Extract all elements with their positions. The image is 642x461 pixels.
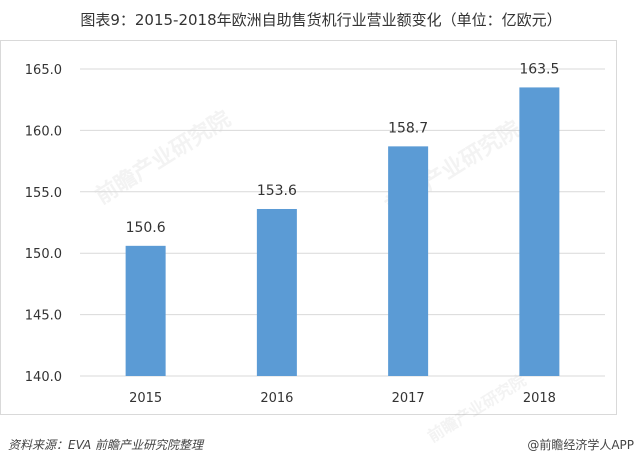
bar	[388, 146, 429, 376]
source-note: 资料来源：EVA 前瞻产业研究院整理	[8, 438, 204, 452]
bar	[519, 87, 560, 377]
chart-frame	[0, 40, 617, 415]
bar	[125, 245, 166, 376]
x-tick-label: 2018	[523, 391, 556, 406]
data-label: 153.6	[257, 183, 297, 199]
y-tick-label: 155.0	[25, 186, 62, 201]
x-tick-label: 2015	[129, 391, 162, 406]
y-tick-label: 145.0	[25, 309, 62, 324]
y-tick-label: 165.0	[25, 63, 62, 78]
y-tick-label: 140.0	[25, 370, 62, 385]
brand-credit: @前瞻经济学人APP	[527, 438, 634, 452]
x-tick-label: 2017	[392, 391, 425, 406]
data-label: 163.5	[519, 61, 559, 77]
y-tick-label: 160.0	[25, 124, 62, 139]
data-label: 158.7	[388, 120, 428, 136]
chart-title: 图表9：2015-2018年欧洲自助售货机行业营业额变化（单位：亿欧元）	[80, 11, 562, 29]
data-label: 150.6	[126, 220, 166, 236]
bar-chart: 140.0 145.0 150.0 155.0 160.0 165.0 150.6 2015 1…	[25, 61, 605, 406]
y-tick-label: 150.0	[25, 247, 62, 262]
x-tick-label: 2016	[260, 391, 293, 406]
bar	[256, 208, 297, 376]
